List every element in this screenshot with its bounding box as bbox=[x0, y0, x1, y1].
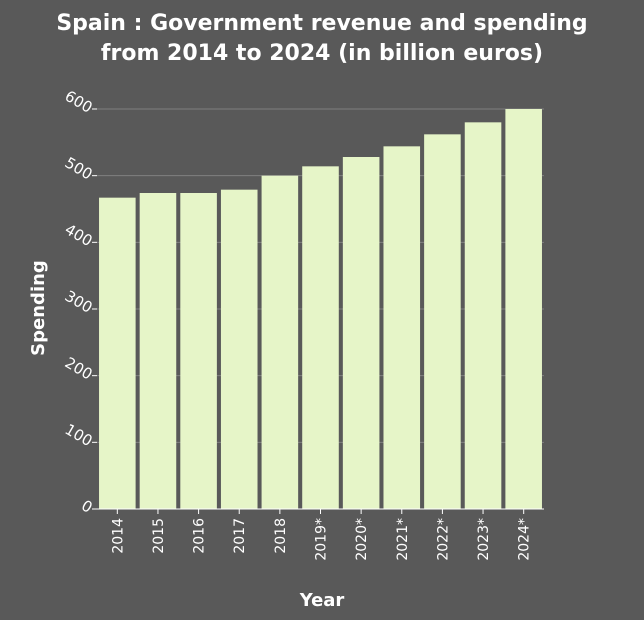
bar-2022* bbox=[424, 134, 461, 510]
x-tick-label: 2018 bbox=[273, 518, 289, 554]
x-tick-label: 2024* bbox=[517, 518, 533, 561]
x-tick-label: 2023* bbox=[476, 518, 492, 561]
x-axis-label: Year bbox=[299, 590, 345, 611]
x-tick-label: 2016 bbox=[192, 518, 208, 554]
chart-title-line-1: Spain : Government revenue and spending bbox=[56, 11, 587, 36]
bar-2014 bbox=[99, 197, 136, 509]
x-tick-label: 2015 bbox=[151, 518, 167, 554]
x-tick-label: 2021* bbox=[395, 518, 411, 561]
y-axis-label: Spending bbox=[28, 260, 49, 356]
y-tick-label: 100 bbox=[62, 420, 96, 450]
bar-2020* bbox=[342, 157, 380, 509]
bars bbox=[99, 109, 542, 510]
x-tick-label: 2020* bbox=[354, 518, 370, 561]
x-tick-labels: 2014 2015 2016 2017 2018 2019* 2020* 2021* 2022*… bbox=[110, 509, 533, 561]
y-tick-label: 400 bbox=[62, 220, 96, 250]
x-tick-label: 2014 bbox=[110, 518, 126, 554]
y-tick-label: 500 bbox=[62, 154, 96, 184]
y-tick-label: 300 bbox=[62, 287, 96, 317]
x-tick-label: 2022* bbox=[435, 518, 451, 561]
bar-2015 bbox=[139, 193, 177, 509]
bar-2024* bbox=[505, 109, 542, 509]
x-tick-label: 2019* bbox=[314, 518, 330, 561]
bar-2018 bbox=[261, 175, 299, 509]
y-tick-label: 600 bbox=[62, 87, 96, 117]
y-tick-labels: 0 100 200 300 400 500 600 bbox=[62, 87, 97, 517]
x-tick-label: 2017 bbox=[232, 518, 248, 554]
bar-2019* bbox=[302, 166, 339, 510]
chart-title-line-2: from 2014 to 2024 (in billion euros) bbox=[101, 41, 543, 66]
bar-2021* bbox=[383, 146, 421, 510]
bar-2016 bbox=[180, 193, 217, 509]
y-tick-label: 200 bbox=[62, 354, 96, 384]
bar-2023* bbox=[464, 122, 502, 509]
bar-2017 bbox=[220, 189, 258, 509]
y-tick-label: 0 bbox=[78, 496, 95, 516]
